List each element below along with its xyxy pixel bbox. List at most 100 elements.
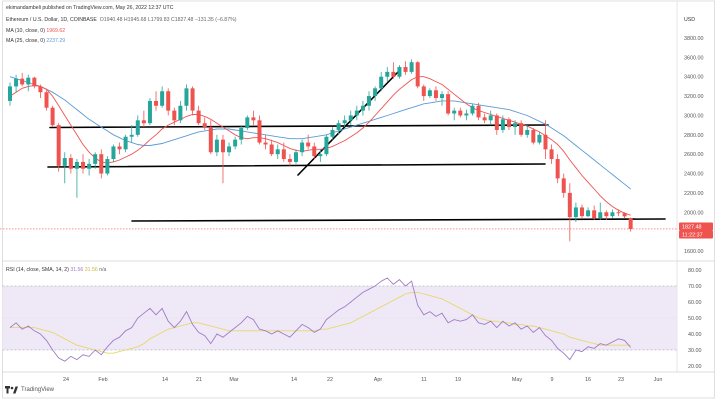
candle-body bbox=[154, 100, 159, 106]
ma10-legend[interactable]: MA (10, close, 0) 1969.62 bbox=[6, 28, 65, 34]
candle bbox=[458, 107, 463, 118]
candle-body bbox=[452, 110, 457, 114]
candle-body bbox=[257, 120, 262, 143]
candle bbox=[397, 65, 402, 79]
time-tick-label: 19 bbox=[455, 377, 461, 383]
price-tick-label: 3000.00 bbox=[684, 113, 704, 119]
candle-body bbox=[62, 158, 67, 166]
candle bbox=[555, 154, 560, 184]
ma25-line bbox=[9, 76, 631, 190]
rsi-value: 31.56 bbox=[70, 267, 84, 273]
candle-body bbox=[488, 115, 493, 121]
candle bbox=[20, 72, 25, 87]
candle bbox=[160, 86, 165, 108]
ma10-value: 1969.62 bbox=[46, 28, 66, 34]
candle bbox=[117, 142, 122, 155]
candle-body bbox=[160, 91, 165, 106]
candle-body bbox=[44, 92, 49, 108]
candle-body bbox=[263, 142, 268, 145]
candle bbox=[494, 113, 499, 135]
candle-body bbox=[93, 154, 98, 164]
candle bbox=[50, 105, 55, 128]
price-tick-label: 2400.00 bbox=[684, 172, 704, 178]
candle-body bbox=[129, 134, 134, 137]
candle bbox=[561, 173, 566, 198]
candle bbox=[239, 125, 244, 145]
candle-body bbox=[482, 117, 487, 121]
time-axis: 24 Feb 14 21 Mar 14 22 Apr 11 19 May 9 16 23 Jun bbox=[63, 377, 662, 383]
candle-body bbox=[409, 62, 414, 72]
candle-body bbox=[50, 107, 55, 126]
candle bbox=[166, 88, 171, 116]
candle bbox=[367, 91, 372, 111]
price-tick-label: 2200.00 bbox=[684, 191, 704, 197]
candle bbox=[178, 100, 183, 124]
countdown-badge bbox=[679, 230, 713, 239]
candle bbox=[190, 86, 195, 116]
time-tick-label: 14 bbox=[162, 377, 168, 383]
rsi-legend[interactable]: RSI (14, close, SMA, 14, 2) 31.56 31.56 … bbox=[6, 267, 106, 273]
candle bbox=[543, 120, 548, 160]
rsi-tick-label: 80.00 bbox=[688, 268, 702, 274]
rsi-extra-value: n/a bbox=[99, 267, 107, 273]
tradingview-logo-text: TradingView bbox=[21, 387, 55, 393]
price-tick-label: 2600.00 bbox=[684, 152, 704, 158]
candle bbox=[379, 71, 384, 92]
candle bbox=[610, 209, 615, 219]
candle-body bbox=[367, 96, 372, 106]
candle-body bbox=[300, 142, 305, 153]
ma10-label: MA (10, close, 0) bbox=[6, 28, 45, 34]
candle bbox=[573, 202, 578, 222]
rsi-tick-label: 40.00 bbox=[688, 332, 702, 338]
candle-body bbox=[184, 88, 189, 106]
candle bbox=[275, 144, 280, 160]
candle-body bbox=[68, 158, 73, 169]
candle-body bbox=[135, 120, 140, 135]
countdown-badge-text: 11:22:37 bbox=[682, 232, 703, 238]
candle bbox=[519, 120, 524, 137]
candle bbox=[567, 183, 572, 242]
rsi-ma-value: 31.56 bbox=[84, 267, 98, 273]
candle bbox=[293, 149, 298, 164]
candle bbox=[476, 102, 481, 121]
ma10-line bbox=[9, 76, 631, 216]
rsi-line bbox=[9, 277, 632, 362]
chart-border bbox=[2, 0, 715, 399]
ma25-legend[interactable]: MA (25, close, 0) 2237.29 bbox=[6, 38, 65, 44]
candle-body bbox=[166, 91, 171, 111]
candle-body bbox=[616, 212, 621, 214]
candle bbox=[464, 109, 469, 121]
candle bbox=[488, 110, 493, 126]
candle bbox=[214, 134, 219, 157]
candle bbox=[446, 91, 451, 116]
price-tick-label: 3800.00 bbox=[684, 36, 704, 42]
candle-body bbox=[220, 139, 225, 153]
tradingview-logo[interactable]: TradingView bbox=[5, 386, 54, 394]
rsi-label: RSI (14, close, SMA, 14, 2) bbox=[6, 267, 69, 273]
candle bbox=[360, 100, 365, 116]
candle-body bbox=[20, 78, 25, 85]
candle-body bbox=[239, 128, 244, 140]
candle-body bbox=[336, 123, 341, 130]
candle-body bbox=[190, 88, 195, 111]
candle bbox=[154, 91, 159, 111]
candle bbox=[14, 74, 19, 93]
candle-body bbox=[38, 86, 43, 93]
candle bbox=[56, 123, 61, 172]
candle-body bbox=[403, 67, 408, 72]
price-tick-label: 3400.00 bbox=[684, 75, 704, 81]
resistance-line bbox=[49, 124, 549, 129]
candle-body bbox=[506, 119, 511, 128]
candle-body bbox=[525, 129, 530, 135]
time-tick-label: 24 bbox=[63, 377, 69, 383]
candle-body bbox=[111, 146, 116, 160]
candle-body bbox=[318, 154, 323, 157]
candle-body bbox=[379, 76, 384, 89]
candle bbox=[123, 134, 128, 153]
candle bbox=[26, 74, 31, 92]
candle-body bbox=[56, 125, 61, 166]
candle bbox=[500, 115, 505, 133]
candle bbox=[409, 59, 414, 74]
candle-body bbox=[281, 149, 286, 160]
